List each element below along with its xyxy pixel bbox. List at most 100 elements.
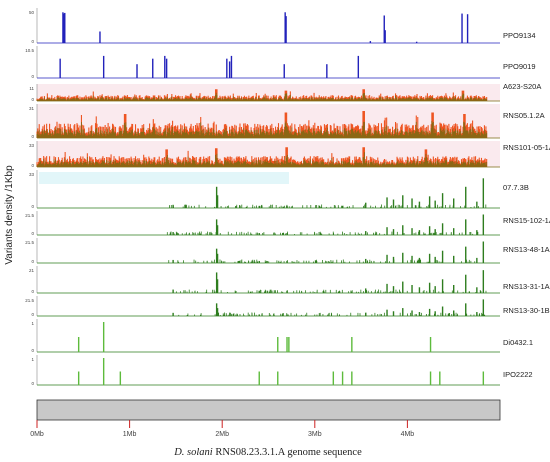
variant-peak [428,253,431,263]
variant-peak [285,16,287,43]
variant-peak [369,41,372,43]
variant-peak [172,204,174,208]
variant-peak [332,371,335,385]
variant-peak [384,30,386,43]
variant-peak [284,12,286,44]
variant-peak [434,286,436,293]
y-tick-label: 21 [29,268,35,273]
density-signal-base [36,120,488,138]
variant-peak [386,254,388,263]
series-label: RNS05.1.2A [503,111,545,120]
y-tick-label: 0 [31,231,34,236]
chromosome-bar [36,399,501,421]
variant-peak [429,371,432,385]
variant-peak [215,186,218,208]
variant-peak [216,225,219,235]
y-tick-label: 0 [31,204,34,209]
variant-peak [411,310,413,316]
variant-peak [386,309,388,316]
variant-peak [441,306,444,316]
variant-peak [226,58,228,78]
variant-peak [434,229,436,235]
variant-peak [326,64,328,78]
variant-peak [402,308,404,316]
variant-peak [228,61,231,78]
series-label: Di0432.1 [503,338,533,347]
variant-peak [286,337,288,352]
variant-peak [341,371,344,385]
y-tick-label: 10.5 [25,48,34,53]
variant-peak [215,219,218,235]
series-label: RNS13-31-1A [503,282,550,291]
variant-peak [465,219,467,235]
variant-peak [258,233,260,235]
track-band [39,172,289,184]
variant-peak [172,232,174,235]
variant-peak [165,58,168,78]
variant-peak [402,252,404,263]
x-tick-label: 0Mb [30,431,44,438]
variant-peak [441,279,444,293]
y-tick-label: 21.5 [25,240,34,245]
variant-peak [365,231,367,235]
variant-peak [357,55,360,78]
variant-peak [465,303,467,316]
variant-peak [428,196,431,208]
variant-peak [482,214,485,235]
variant-peak [258,314,260,316]
x-axis-label-rest: RNS08.23.3.1.A genome sequence [213,447,362,458]
series-label: RNS101-05-1A [503,143,550,152]
series-label: 07.7.3B [503,183,529,192]
y-tick-label: 0 [31,97,34,102]
track-rns15-102-1a: 21.5 0 RNS15-102-1A [25,211,550,236]
variant-peak [482,371,485,385]
variant-peak [453,198,455,208]
track-band [37,84,500,101]
density-signal-base [36,92,488,101]
variant-peak [465,186,467,208]
variant-peak [439,371,441,385]
density-signal-base [36,152,488,167]
variant-peak [441,250,444,263]
density-signal [166,231,479,235]
variant-peak [465,274,467,293]
variant-peak [119,371,122,385]
variant-peak [453,228,455,235]
y-tick-label: 11 [29,86,34,91]
x-tick-label: 3Mb [308,431,322,438]
variant-peak [466,14,469,43]
density-signal [169,204,487,208]
variant-peak [476,312,478,316]
variant-peak [288,337,290,352]
variant-peak [453,285,455,293]
x-axis-label: D. solani RNS08.23.3.1.A genome sequence [173,447,362,458]
variant-peak [63,13,65,43]
variant-peak [172,259,174,263]
variant-peak [102,322,105,352]
variant-peak [277,371,279,385]
y-tick-label: 21.5 [25,298,34,303]
variant-peak [428,226,431,235]
y-tick-label: 0 [31,74,34,79]
y-tick-label: 0 [31,39,34,44]
y-tick-label: 1 [31,321,34,326]
variant-peak [215,248,218,263]
variant-peak [434,256,436,263]
track-ppo9019: 10.5 0 PPO9019 [25,46,536,79]
variant-peak [392,229,395,235]
variant-peak [402,281,404,293]
variant-peak [411,285,413,293]
track-rns13-30-1b: 21.5 0 RNS13-30-1B [25,296,550,317]
series-label: A623-S20A [503,82,541,91]
y-tick-label: 0 [31,312,34,317]
variant-peak [286,233,288,235]
variant-peak [172,312,174,316]
tracks-group: 500PPO913410.50PPO9019110A623-S20A310RNS… [25,8,550,386]
track-di0432-1: 1 0 Di0432.1 [31,319,533,353]
variant-peak [258,371,260,385]
variant-peak [461,13,463,43]
variant-peak [365,258,367,263]
variant-peak [164,55,166,78]
variant-peak [482,299,485,316]
variant-peak [392,286,395,293]
